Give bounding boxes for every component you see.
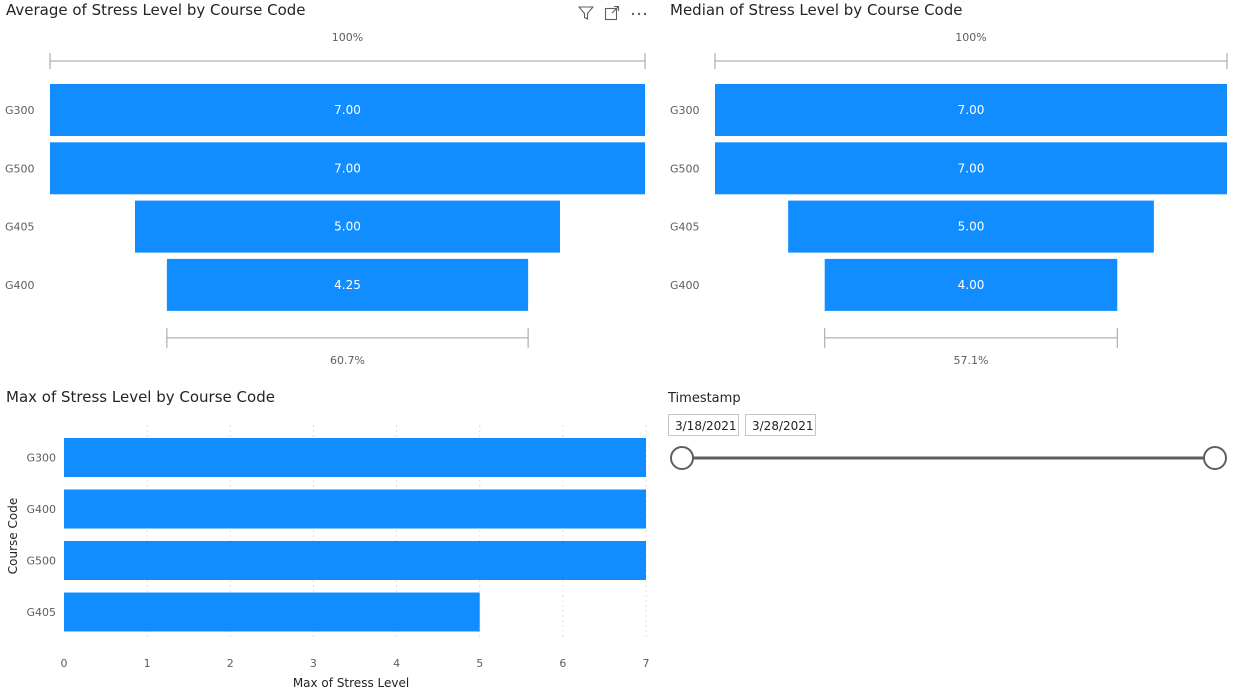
x-tick-label: 5	[476, 657, 483, 670]
funnel-category-label: G405	[5, 221, 35, 234]
timestamp-slicer: Timestamp 3/18/2021 3/28/2021	[664, 385, 1236, 485]
avg-funnel-svg: 100% 7.00 G300 7.00 G500 5.00 G405 4.25 G400 60.7…	[5, 31, 646, 367]
y-axis-label: Course Code	[6, 498, 20, 574]
funnel-bar-value-label: 4.00	[958, 278, 985, 292]
median-funnel-title: Median of Stress Level by Course Code	[670, 1, 963, 19]
funnel-bar-value-label: 5.00	[334, 220, 361, 234]
median-stress-funnel-panel: Median of Stress Level by Course Code 10…	[664, 0, 1236, 380]
max-bar-title: Max of Stress Level by Course Code	[6, 388, 275, 406]
funnel-bar-g400[interactable]	[166, 258, 529, 311]
visual-toolbar	[577, 5, 648, 24]
top-percent-label: 100%	[955, 31, 986, 44]
funnel-category-label: G400	[5, 279, 35, 292]
x-axis-label: Max of Stress Level	[293, 676, 409, 690]
slider-start-handle[interactable]	[670, 446, 694, 470]
avg-funnel-title: Average of Stress Level by Course Code	[6, 1, 306, 19]
top-percent-label: 100%	[332, 31, 363, 44]
funnel-bar-g500[interactable]	[50, 142, 645, 195]
funnel-bar-g405[interactable]	[135, 200, 560, 253]
funnel-category-label: G400	[670, 279, 700, 292]
avg-stress-funnel-panel: Average of Stress Level by Course Code 1…	[0, 0, 660, 380]
x-tick-label: 7	[643, 657, 650, 670]
funnel-bar-g300[interactable]	[50, 84, 645, 136]
date-range-slider	[670, 446, 1227, 470]
funnel-bar-value-label: 4.25	[334, 278, 361, 292]
max-bar-svg: 0 1 2 3 4 5 6 7 G300 G400 G500 G405 Max of Stress Le…	[6, 425, 650, 690]
funnel-bar-g405[interactable]	[788, 200, 1154, 253]
funnel-bar-value-label: 5.00	[958, 220, 985, 234]
x-tick-label: 4	[393, 657, 400, 670]
funnel-category-label: G500	[670, 162, 700, 175]
funnel-bar-value-label: 7.00	[958, 161, 985, 175]
bottom-percent-label: 60.7%	[330, 354, 365, 367]
focus-mode-icon[interactable]	[604, 5, 620, 24]
x-tick-label: 3	[310, 657, 317, 670]
funnel-bar-g300[interactable]	[715, 84, 1227, 136]
funnel-bar-value-label: 7.00	[958, 103, 985, 117]
slicer-title: Timestamp	[668, 391, 741, 406]
slider-end-handle[interactable]	[1203, 446, 1227, 470]
more-options-icon[interactable]	[630, 5, 648, 24]
y-tick-label: G405	[26, 606, 56, 619]
y-tick-label: G500	[26, 555, 56, 568]
y-tick-label: G400	[26, 503, 56, 516]
bar-g400[interactable]	[64, 489, 646, 529]
funnel-category-label: G500	[5, 162, 35, 175]
x-tick-label: 0	[61, 657, 68, 670]
filter-icon[interactable]	[577, 5, 595, 24]
bar-g405[interactable]	[64, 592, 480, 632]
bar-g500[interactable]	[64, 541, 646, 580]
median-funnel-svg: 100% 7.00 G300 7.00 G500 5.00 G405 4.00 G400 57.1…	[670, 31, 1228, 367]
funnel-bar-value-label: 7.00	[334, 161, 361, 175]
bar-g300[interactable]	[64, 438, 646, 477]
x-tick-label: 2	[227, 657, 234, 670]
end-date-input[interactable]: 3/28/2021	[745, 414, 816, 436]
funnel-category-label: G405	[670, 221, 700, 234]
y-tick-label: G300	[26, 452, 56, 465]
x-tick-label: 6	[559, 657, 566, 670]
bottom-percent-label: 57.1%	[954, 354, 989, 367]
funnel-category-label: G300	[5, 104, 35, 117]
x-tick-label: 1	[144, 657, 151, 670]
funnel-bar-value-label: 7.00	[334, 103, 361, 117]
funnel-bar-g500[interactable]	[715, 142, 1227, 195]
funnel-category-label: G300	[670, 104, 700, 117]
funnel-bar-g400[interactable]	[824, 258, 1118, 311]
max-stress-bar-panel: Max of Stress Level by Course Code 0 1 2 3 4…	[0, 385, 664, 695]
start-date-input[interactable]: 3/18/2021	[668, 414, 739, 436]
